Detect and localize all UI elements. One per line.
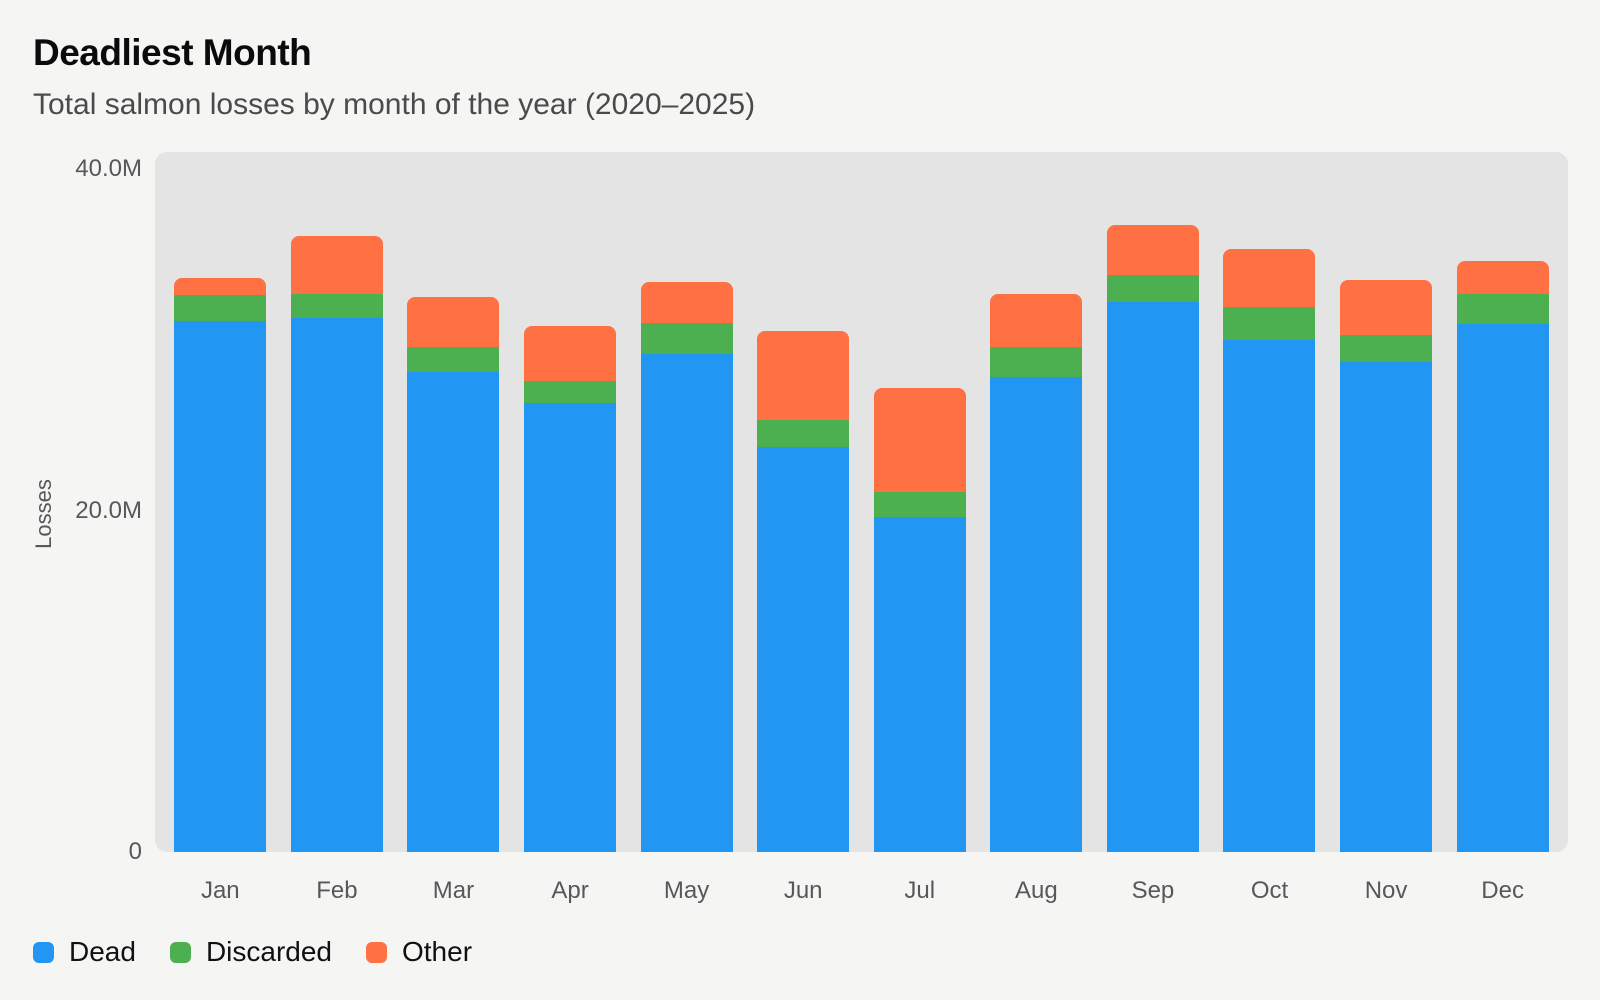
- x-tick-dec: Dec: [1481, 877, 1524, 904]
- bar-segment-other-jul[interactable]: [873, 387, 966, 492]
- bar-dec[interactable]: [1456, 261, 1549, 852]
- band-dec: [1444, 152, 1561, 852]
- legend-swatch-other: [366, 941, 387, 963]
- bar-segment-dead-oct[interactable]: [1223, 339, 1316, 852]
- bar-segment-discarded-apr[interactable]: [524, 380, 617, 403]
- band-aug: [978, 152, 1095, 852]
- x-tick-sep: Sep: [1131, 877, 1175, 904]
- bar-segment-discarded-jul[interactable]: [873, 491, 966, 518]
- x-tick-jul: Jul: [904, 877, 936, 904]
- legend: Dead Discarded Other: [33, 936, 472, 968]
- bar-segment-dead-mar[interactable]: [407, 372, 500, 852]
- bar-mar[interactable]: [407, 297, 500, 852]
- bar-segment-dead-sep[interactable]: [1106, 302, 1199, 852]
- bar-segment-discarded-nov[interactable]: [1340, 334, 1433, 362]
- x-tick-nov: Nov: [1364, 877, 1408, 904]
- x-tick-apr: Apr: [551, 877, 589, 904]
- band-feb: [279, 152, 396, 852]
- bar-segment-other-dec[interactable]: [1456, 261, 1549, 294]
- bar-segment-other-jan[interactable]: [174, 278, 267, 296]
- bar-segment-discarded-feb[interactable]: [290, 293, 383, 318]
- bar-segment-discarded-may[interactable]: [640, 322, 733, 354]
- legend-swatch-discarded: [169, 941, 191, 963]
- legend-label-discarded: Discarded: [205, 936, 332, 967]
- x-tick-may: May: [663, 877, 710, 904]
- chart-subtitle: Total salmon losses by month of the year…: [33, 88, 756, 121]
- band-jan: [162, 152, 279, 852]
- bar-segment-other-sep[interactable]: [1106, 225, 1199, 275]
- bar-segment-discarded-jan[interactable]: [174, 295, 267, 321]
- x-tick-jun: Jun: [783, 877, 823, 904]
- bar-segment-dead-dec[interactable]: [1456, 324, 1549, 852]
- bar-may[interactable]: [640, 281, 733, 852]
- band-may: [628, 152, 745, 852]
- bar-segment-discarded-mar[interactable]: [407, 346, 500, 373]
- bar-segment-other-nov[interactable]: [1340, 280, 1433, 335]
- band-sep: [1095, 152, 1212, 852]
- bar-segment-discarded-jun[interactable]: [757, 420, 850, 448]
- x-tick-mar: Mar: [432, 877, 475, 904]
- bar-segment-discarded-sep[interactable]: [1106, 274, 1199, 303]
- bar-jan[interactable]: [174, 278, 267, 852]
- bar-jun[interactable]: [757, 331, 850, 852]
- band-jul: [861, 152, 978, 852]
- bar-segment-discarded-dec[interactable]: [1456, 293, 1549, 325]
- bar-group: [155, 152, 1568, 852]
- bar-oct[interactable]: [1223, 249, 1316, 852]
- x-tick-jan: Jan: [200, 877, 240, 904]
- bar-jul[interactable]: [873, 387, 966, 852]
- bar-segment-dead-jun[interactable]: [757, 447, 850, 852]
- y-axis: 0 20.0M 40.0M: [0, 0, 142, 1000]
- legend-item-other[interactable]: Other: [366, 936, 472, 968]
- y-axis-title: Losses: [31, 479, 56, 549]
- bar-segment-other-apr[interactable]: [524, 326, 617, 381]
- bar-segment-dead-apr[interactable]: [524, 403, 617, 852]
- legend-swatch-dead: [33, 941, 54, 963]
- bar-segment-dead-jul[interactable]: [873, 517, 966, 852]
- band-mar: [395, 152, 512, 852]
- bar-segment-other-jun[interactable]: [757, 331, 850, 421]
- bar-segment-discarded-oct[interactable]: [1223, 307, 1316, 340]
- x-tick-oct: Oct: [1250, 877, 1289, 904]
- bar-segment-dead-feb[interactable]: [290, 317, 383, 852]
- band-oct: [1211, 152, 1328, 852]
- bar-segment-other-feb[interactable]: [290, 235, 383, 294]
- x-tick-aug: Aug: [1014, 877, 1058, 904]
- bar-segment-dead-may[interactable]: [640, 353, 733, 852]
- band-jun: [745, 152, 862, 852]
- band-nov: [1328, 152, 1445, 852]
- bar-segment-discarded-aug[interactable]: [990, 346, 1083, 378]
- y-tick-0: 0: [128, 838, 142, 865]
- legend-label-other: Other: [402, 936, 473, 967]
- legend-item-dead[interactable]: Dead: [33, 936, 136, 968]
- bar-segment-other-aug[interactable]: [990, 293, 1083, 347]
- x-tick-feb: Feb: [316, 877, 358, 904]
- bar-segment-dead-aug[interactable]: [990, 377, 1083, 852]
- plot-area: [155, 152, 1568, 852]
- bar-nov[interactable]: [1340, 280, 1433, 852]
- band-apr: [512, 152, 629, 852]
- bar-aug[interactable]: [990, 293, 1083, 852]
- y-tick-40-0m: 40.0M: [75, 155, 142, 183]
- bar-segment-dead-jan[interactable]: [174, 321, 267, 852]
- legend-label-dead: Dead: [69, 936, 136, 967]
- chart-title: Deadliest Month: [33, 32, 312, 73]
- bar-feb[interactable]: [290, 235, 383, 852]
- bar-segment-other-oct[interactable]: [1223, 249, 1316, 308]
- bar-segment-dead-nov[interactable]: [1340, 362, 1433, 852]
- x-axis: Jan Feb Mar Apr May Jun Jul Aug Sep Oct Nov Dec: [155, 872, 1568, 910]
- bar-segment-other-mar[interactable]: [407, 297, 500, 347]
- bar-segment-other-may[interactable]: [640, 281, 733, 323]
- bar-sep[interactable]: [1106, 225, 1199, 852]
- y-tick-20-0m: 20.0M: [75, 496, 142, 524]
- bar-apr[interactable]: [524, 326, 617, 852]
- legend-item-discarded[interactable]: Discarded: [169, 936, 332, 968]
